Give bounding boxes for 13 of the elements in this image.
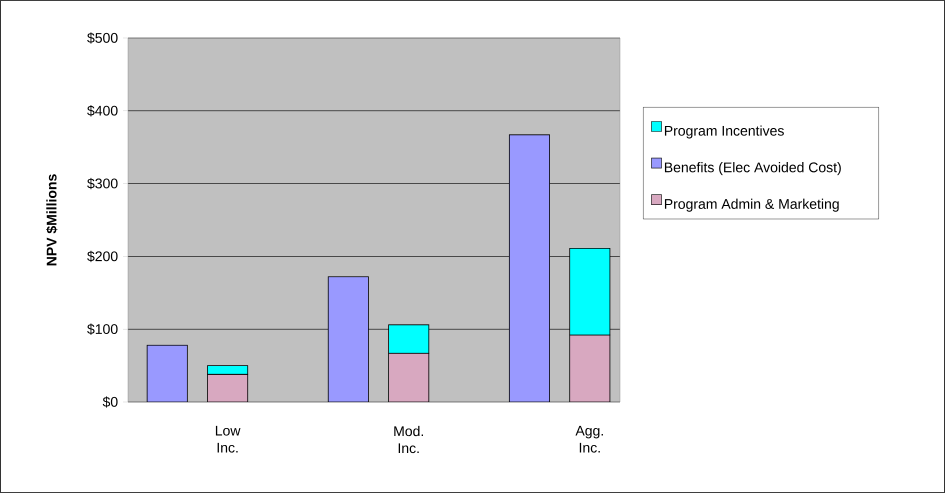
x-tick-label: Low Inc. [216, 426, 240, 453]
y-axis-title: NPV $Millions [46, 174, 58, 266]
legend-label: Program Admin & Marketing [664, 198, 839, 212]
y-tick-label: $500 [87, 32, 118, 44]
y-tick-label: $100 [87, 324, 118, 335]
y-tick-label: $300 [87, 178, 118, 190]
legend-label: Program Incentives [664, 125, 784, 138]
y-tick-label: $400 [87, 105, 118, 116]
y-tick-label: $200 [87, 250, 118, 262]
x-tick-label: Agg. Inc. [575, 426, 603, 453]
y-tick-label: $0 [102, 396, 118, 408]
legend-label: Benefits (Elec Avoided Cost) [664, 162, 841, 176]
x-tick-label: Mod. Inc. [394, 426, 423, 454]
